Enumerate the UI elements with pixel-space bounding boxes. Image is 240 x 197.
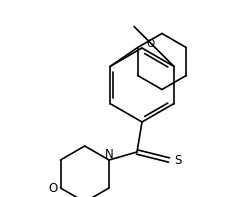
Text: O: O: [48, 181, 57, 194]
Text: S: S: [174, 153, 182, 166]
Text: O: O: [146, 38, 154, 48]
Text: N: N: [105, 149, 113, 162]
